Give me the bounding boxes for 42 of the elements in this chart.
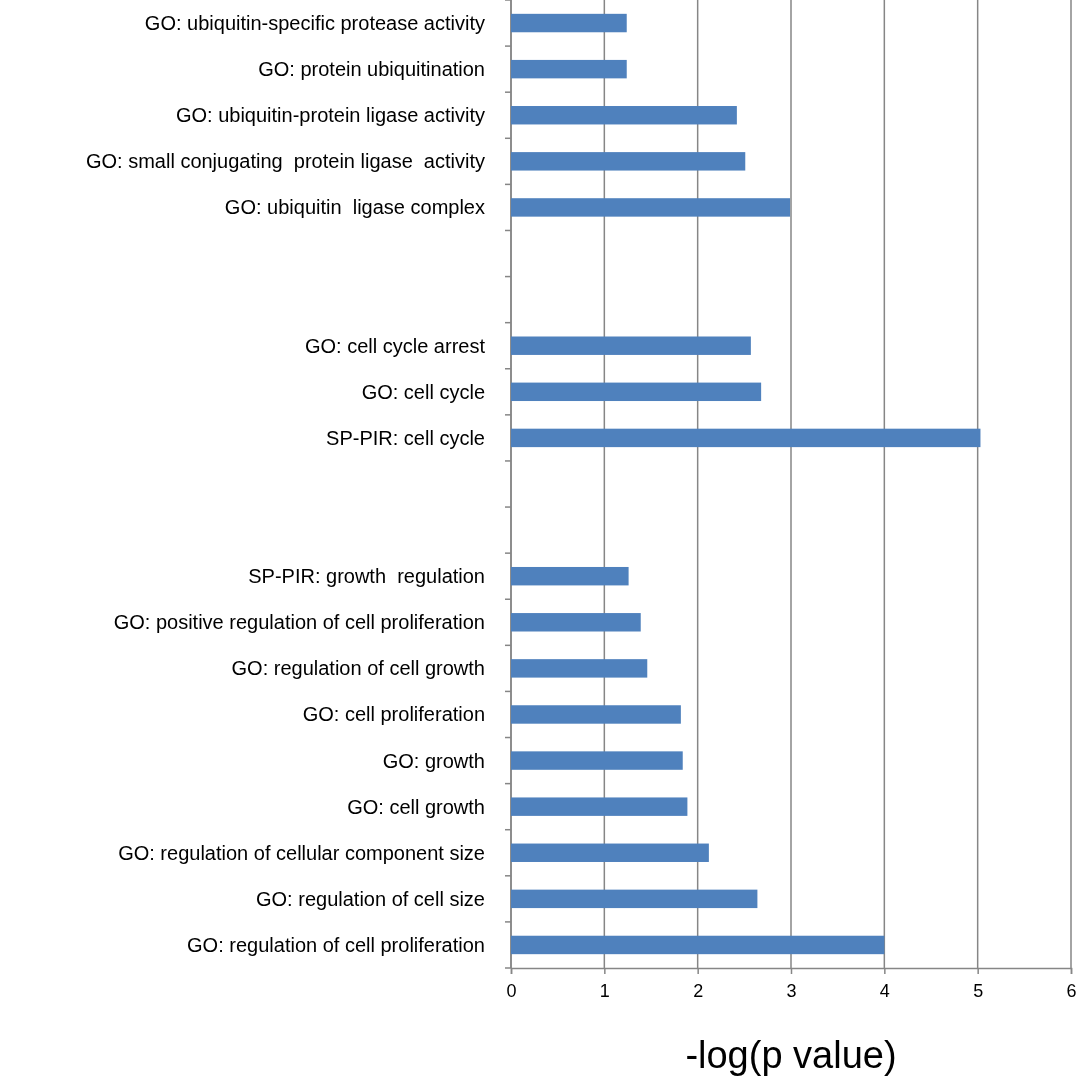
bar [511,843,709,862]
x-tick-label: 5 [973,980,984,1001]
y-tick-label: GO: small conjugating protein ligase activity [85,150,485,173]
bar [511,613,641,632]
y-tick-label: GO: cell cycle arrest [304,334,486,357]
x-tick-label: 4 [879,980,890,1001]
bar [511,13,627,33]
y-tick-label: GO: protein ubiquitination [258,58,485,81]
bar [511,152,746,171]
bar [511,889,758,909]
x-tick-label: 0 [506,980,517,1001]
y-tick-label: GO: regulation of cell size [256,887,485,910]
bar [511,751,683,770]
y-tick-label: GO: regulation of cell proliferation [187,933,485,956]
x-tick-label: 1 [599,980,610,1001]
y-tick-label: GO: ubiquitin ligase complex [224,196,485,219]
y-tick-label: GO: ubiquitin-protein ligase activity [175,104,485,127]
y-tick-label: GO: cell growth [347,795,485,818]
y-tick-label: GO: growth [382,749,485,772]
bar [511,198,791,217]
bar [511,106,737,125]
bar [511,336,751,355]
y-tick-label: GO: regulation of cellular component size [118,841,485,864]
x-tick-label: 6 [1066,980,1077,1001]
y-tick-label: GO: positive regulation of cell proliferation [113,611,485,634]
bar [511,59,627,79]
y-tick-label: GO: ubiquitin-specific protease activity [144,12,485,35]
y-tick-label: GO: cell proliferation [302,703,485,726]
y-tick-label: SP-PIR: growth regulation [248,565,485,588]
bar [511,705,681,724]
bar [511,935,885,955]
y-tick-label: GO: cell cycle [361,380,485,403]
y-tick-label: GO: regulation of cell growth [231,657,485,680]
bar [511,659,648,678]
bar [511,797,688,816]
x-tick-label: 3 [786,980,797,1001]
bar [511,566,629,586]
y-tick-label: SP-PIR: cell cycle [326,426,485,449]
bar [511,428,981,448]
x-tick-label: 2 [693,980,704,1001]
x-axis-title: -log(p value) [685,1034,897,1076]
bar [511,382,762,402]
